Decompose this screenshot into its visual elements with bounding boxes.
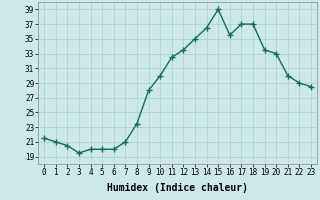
- X-axis label: Humidex (Indice chaleur): Humidex (Indice chaleur): [107, 183, 248, 193]
